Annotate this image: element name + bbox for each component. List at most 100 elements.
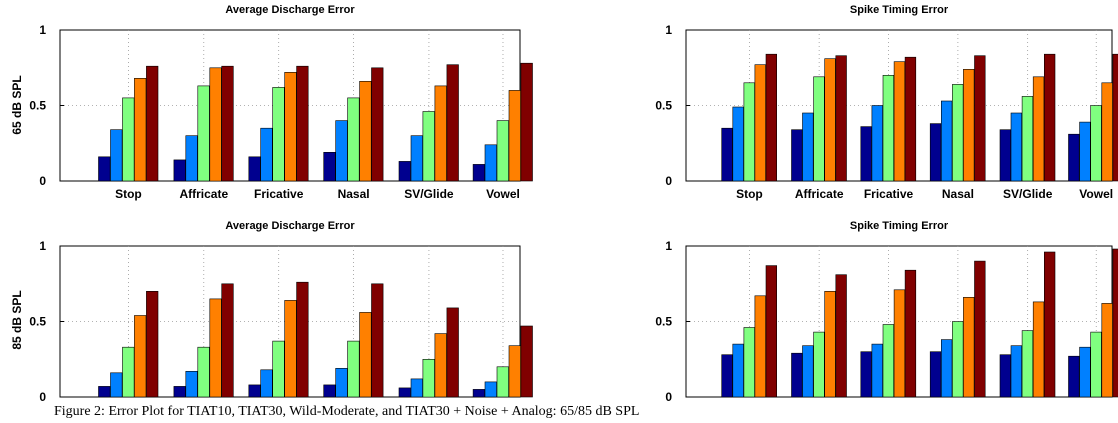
bar-vowel-s3 bbox=[1101, 303, 1113, 398]
bar-fricative-s0 bbox=[248, 384, 261, 398]
bar-nasal-s0 bbox=[323, 384, 336, 398]
y-tick-label: 1 bbox=[665, 23, 672, 37]
bar-stop-s0 bbox=[98, 156, 111, 182]
category-label: Affricate bbox=[795, 403, 844, 405]
category-label: Vowel bbox=[1079, 403, 1113, 405]
category-label: Vowel bbox=[486, 403, 520, 405]
bar-vowel-s1 bbox=[484, 144, 497, 182]
category-label: Vowel bbox=[1079, 187, 1113, 201]
bar-stop-s4 bbox=[765, 53, 777, 182]
category-label: SV/Glide bbox=[404, 403, 454, 405]
bar-svglide-s0 bbox=[398, 387, 411, 398]
y-tick-label: 0.5 bbox=[655, 315, 672, 329]
bar-fricative-s4 bbox=[904, 269, 917, 398]
bar-fricative-s0 bbox=[248, 156, 261, 182]
bar-svglide-s0 bbox=[999, 354, 1011, 398]
bar-stop-s2 bbox=[743, 327, 755, 398]
bar-nasal-s4 bbox=[974, 55, 986, 182]
category-label: Nasal bbox=[942, 403, 974, 405]
y-tick-label: 0.5 bbox=[29, 99, 46, 113]
y-tick-label: 1 bbox=[39, 239, 46, 253]
bar-affricate-s1 bbox=[802, 345, 814, 398]
category-label: Fricative bbox=[254, 187, 304, 201]
y-tick-label: 0 bbox=[39, 174, 46, 188]
bar-vowel-s1 bbox=[1079, 346, 1091, 398]
bar-fricative-s2 bbox=[272, 87, 285, 182]
category-label: Fricative bbox=[864, 187, 914, 201]
bar-fricative-s3 bbox=[893, 289, 906, 398]
category-label: Stop bbox=[115, 403, 142, 405]
bar-fricative-s4 bbox=[296, 281, 309, 398]
bar-affricate-s4 bbox=[221, 283, 234, 398]
bar-fricative-s1 bbox=[871, 105, 883, 182]
bar-stop-s1 bbox=[110, 129, 123, 182]
bar-nasal-s2 bbox=[347, 97, 360, 182]
bar-svglide-s2 bbox=[1021, 330, 1034, 398]
bar-affricate-s3 bbox=[209, 298, 222, 398]
bar-affricate-s4 bbox=[221, 65, 234, 182]
bar-vowel-s1 bbox=[484, 381, 497, 398]
bar-vowel-s1 bbox=[1079, 121, 1091, 182]
category-label: Affricate bbox=[179, 187, 228, 201]
category-label: Affricate bbox=[179, 403, 228, 405]
bar-stop-s4 bbox=[765, 265, 777, 398]
chart-panels: Stop Affricate Fricative Nasal SV/Glide Vowel… bbox=[29, 4, 1118, 405]
bar-nasal-s2 bbox=[952, 321, 964, 398]
bar-svglide-s4 bbox=[446, 64, 459, 182]
category-label: Nasal bbox=[338, 403, 370, 405]
category-label: Stop bbox=[115, 187, 142, 201]
bar-svglide-s4 bbox=[1044, 251, 1056, 398]
bar-stop-s3 bbox=[134, 78, 147, 182]
bar-vowel-s3 bbox=[1101, 82, 1113, 182]
bar-vowel-s0 bbox=[472, 164, 486, 182]
bar-nasal-s4 bbox=[371, 283, 384, 398]
bar-stop-s1 bbox=[732, 343, 744, 398]
y-tick-label: 1 bbox=[39, 23, 46, 37]
bar-fricative-s3 bbox=[893, 61, 906, 182]
bar-vowel-s2 bbox=[1090, 105, 1102, 182]
bar-nasal-s2 bbox=[952, 84, 964, 182]
category-label: Stop bbox=[736, 403, 763, 405]
category-label: SV/Glide bbox=[1003, 403, 1053, 405]
category-label: SV/Glide bbox=[404, 187, 454, 201]
bar-affricate-s1 bbox=[185, 370, 198, 398]
bar-fricative-s3 bbox=[284, 72, 297, 182]
chart-title: Spike Timing Error bbox=[850, 220, 949, 232]
bar-vowel-s4 bbox=[520, 325, 533, 398]
bar-nasal-s1 bbox=[940, 339, 953, 398]
bar-vowel-s0 bbox=[1068, 355, 1080, 398]
bar-stop-s3 bbox=[754, 64, 766, 182]
bar-vowel-s2 bbox=[496, 120, 509, 182]
category-label: Affricate bbox=[795, 187, 844, 201]
bar-stop-s0 bbox=[98, 386, 111, 398]
bar-stop-s4 bbox=[146, 290, 159, 398]
chart-title: Average Discharge Error bbox=[225, 220, 355, 232]
bar-fricative-s3 bbox=[284, 300, 297, 398]
bar-fricative-s4 bbox=[296, 65, 309, 182]
bar-nasal-s3 bbox=[359, 81, 372, 182]
category-label: Fricative bbox=[254, 403, 304, 405]
bar-affricate-s3 bbox=[824, 58, 836, 182]
category-label: Fricative bbox=[864, 403, 914, 405]
bar-fricative-s2 bbox=[882, 75, 894, 182]
bar-affricate-s1 bbox=[802, 112, 814, 182]
bar-svglide-s0 bbox=[999, 129, 1011, 182]
bar-fricative-s2 bbox=[272, 340, 285, 398]
bar-vowel-s4 bbox=[520, 62, 533, 182]
bar-svglide-s2 bbox=[1021, 96, 1034, 182]
bar-affricate-s0 bbox=[791, 352, 803, 398]
bar-affricate-s3 bbox=[824, 290, 836, 398]
bar-svglide-s4 bbox=[446, 307, 459, 398]
bar-nasal-s1 bbox=[335, 120, 348, 182]
bar-fricative-s4 bbox=[904, 56, 917, 182]
bar-vowel-s3 bbox=[508, 345, 521, 398]
y-tick-label: 0.5 bbox=[29, 315, 46, 329]
bar-vowel-s2 bbox=[1090, 331, 1102, 398]
category-label: Stop bbox=[736, 187, 763, 201]
bar-affricate-s2 bbox=[197, 85, 210, 182]
bar-fricative-s1 bbox=[260, 127, 273, 182]
y-tick-label: 0 bbox=[39, 390, 46, 404]
bar-svglide-s0 bbox=[398, 161, 411, 182]
bar-svglide-s3 bbox=[434, 85, 447, 182]
chart-panel-1: Stop Affricate Fricative Nasal SV/Glide Vowel… bbox=[655, 4, 1118, 201]
